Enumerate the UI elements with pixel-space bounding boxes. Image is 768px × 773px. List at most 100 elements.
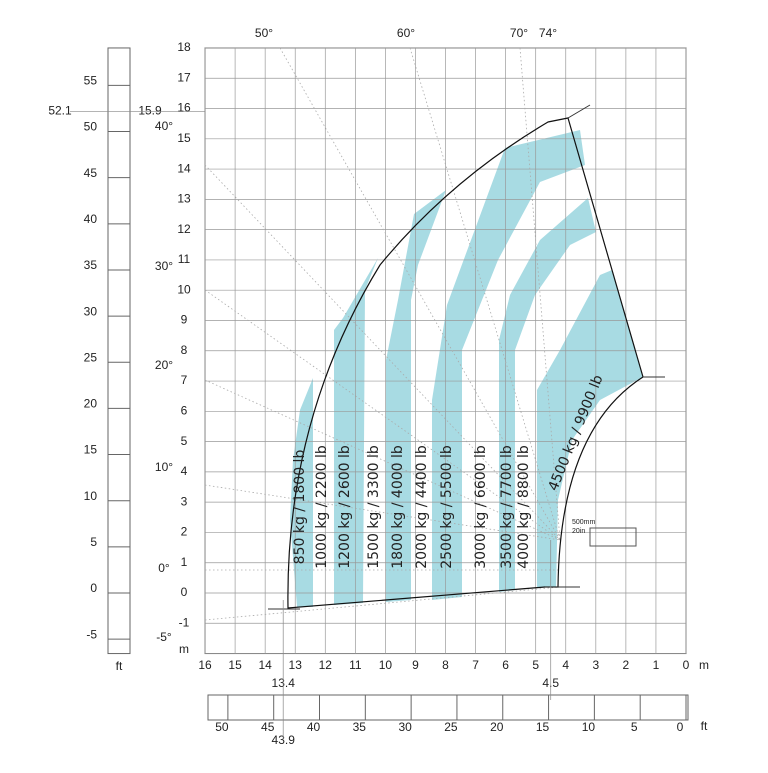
ft-tick-label: 15	[536, 720, 550, 734]
y-tick-label: 17	[177, 70, 191, 84]
angle-label: 30°	[155, 259, 173, 273]
ft-tick-label: 55	[84, 74, 98, 88]
y-tick-label: 14	[177, 161, 191, 175]
ft-tick-label: 10	[84, 489, 98, 503]
ft-tick-label: 0	[90, 581, 97, 595]
angle-label: 50°	[255, 26, 273, 40]
fork-note: 500mm	[572, 519, 596, 526]
x-tick-label: 14	[258, 658, 272, 672]
x-tick-label: 1	[653, 658, 660, 672]
x-tick-label: 8	[442, 658, 449, 672]
angle-label: -5°	[156, 630, 172, 644]
y-tick-label: 10	[177, 282, 191, 296]
y-tick-label: 18	[177, 40, 191, 54]
zone-label: 1800 kg / 4000 lb	[390, 445, 406, 569]
ft-tick-label: 20	[490, 720, 504, 734]
radial	[204, 379, 561, 541]
x-tick-label: 4	[562, 658, 569, 672]
ft-tick-label: 50	[215, 720, 229, 734]
radial	[409, 47, 561, 541]
envelope	[287, 117, 644, 609]
zone-label: 1500 kg / 3300 lb	[366, 445, 382, 569]
angle-label: 40°	[155, 119, 173, 133]
ft-tick-label: 50	[84, 120, 98, 134]
band	[537, 270, 643, 587]
radial	[204, 289, 561, 541]
ft-scale	[207, 694, 689, 721]
y-tick-label: 5	[181, 434, 188, 448]
y-tick-label: 3	[181, 494, 188, 508]
ft-tick-label: 20	[84, 397, 98, 411]
y-tick-label: 11	[178, 252, 191, 266]
ft-tick-label: 10	[582, 720, 596, 734]
x-tick-label: 0	[683, 658, 690, 672]
zone-label: 2000 kg / 4400 lb	[414, 445, 430, 569]
y-tick-label: 8	[181, 343, 188, 357]
ft-tick-label: 25	[84, 350, 98, 364]
x-unit: m	[699, 658, 709, 672]
x-tick-label: 16	[198, 658, 212, 672]
ft-tick-label: 35	[353, 720, 367, 734]
ft-tick-label: 40	[84, 212, 98, 226]
ft-unit: ft	[116, 659, 123, 673]
x-tick-label: 9	[412, 658, 419, 672]
x-tick-label: 3	[592, 658, 599, 672]
band	[432, 130, 585, 600]
fork-note: 20in	[572, 528, 585, 535]
y-tick-label: 6	[181, 403, 188, 417]
band	[499, 198, 596, 592]
ft-tick-label: 25	[444, 720, 458, 734]
band	[334, 258, 378, 605]
ft-tick-label: 5	[90, 535, 97, 549]
zone-label: 3500 kg / 7700 lb	[499, 445, 515, 569]
zone-label: 1000 kg / 2200 lb	[314, 445, 330, 569]
angle-label: 74°	[539, 26, 557, 40]
y-tick-label: 2	[181, 525, 188, 539]
band	[386, 190, 446, 602]
x-tick-label: 5	[532, 658, 539, 672]
ft-tick-label: 0	[677, 720, 684, 734]
zone-label: 1200 kg / 2600 lb	[337, 445, 353, 569]
y-tick-label: 12	[177, 222, 191, 236]
angle-label: 60°	[397, 26, 415, 40]
grid	[204, 47, 687, 655]
ft-scale	[107, 47, 131, 655]
y-tick-label: 13	[177, 192, 191, 206]
marker: 43.9	[272, 733, 296, 747]
zone-label: 2500 kg / 5500 lb	[439, 445, 455, 569]
y-tick-label: 0	[181, 585, 188, 599]
ft-tick-label: 5	[631, 720, 638, 734]
angle-label: 0°	[158, 561, 170, 575]
x-tick-label: 6	[502, 658, 509, 672]
angle-label: 20°	[155, 358, 173, 372]
ft-tick-label: -5	[86, 627, 97, 641]
x-tick-label: 13	[289, 658, 303, 672]
zone-label: 3000 kg / 6600 lb	[473, 445, 489, 569]
radial	[204, 586, 561, 621]
marker: 15.9	[138, 104, 162, 118]
x-tick-label: 2	[623, 658, 630, 672]
ft-unit: ft	[701, 719, 708, 733]
y-tick-label: -1	[179, 615, 190, 629]
zone-label: 4000 kg / 8800 lb	[516, 445, 532, 569]
fork	[567, 104, 591, 119]
y-tick-label: 9	[181, 313, 188, 327]
y-tick-label: 1	[181, 555, 188, 569]
y-tick-label: 7	[181, 373, 188, 387]
y-tick-label: 4	[181, 464, 188, 478]
ft-tick-label: 45	[261, 720, 275, 734]
angle-label: 70°	[510, 26, 528, 40]
marker: 52.1	[48, 104, 72, 118]
y-unit: m	[179, 642, 189, 656]
x-tick-label: 12	[319, 658, 333, 672]
zone-label: 850 kg / 1800 lb	[292, 450, 308, 565]
x-tick-label: 15	[228, 658, 242, 672]
ft-tick-label: 40	[307, 720, 321, 734]
ft-tick-label: 15	[84, 443, 98, 457]
angle-label: 10°	[155, 460, 173, 474]
x-tick-label: 7	[472, 658, 479, 672]
y-tick-label: 16	[177, 101, 191, 115]
ft-tick-label: 30	[398, 720, 412, 734]
dotted-lines	[204, 47, 561, 621]
